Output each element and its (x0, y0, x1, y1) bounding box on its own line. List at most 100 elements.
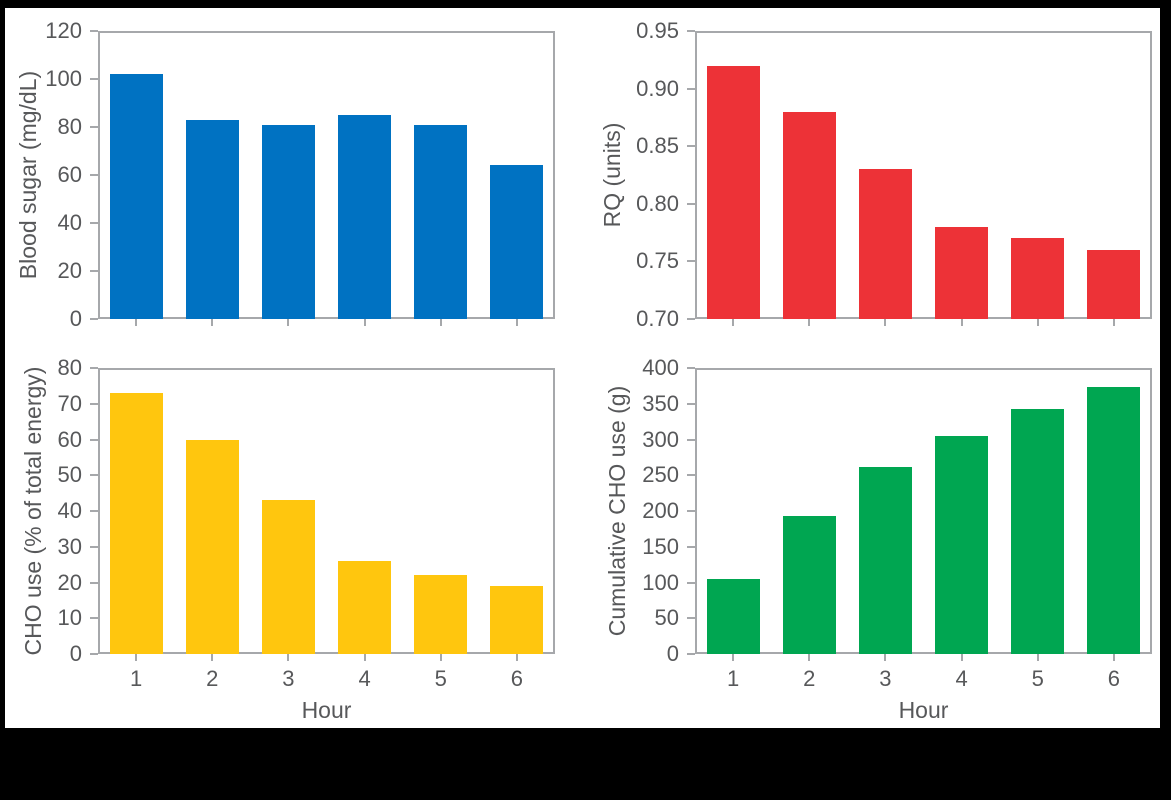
x-tick-mark (439, 654, 442, 661)
x-tick-mark (135, 654, 138, 661)
bar (1011, 238, 1065, 319)
bar (261, 124, 315, 319)
bar (1011, 408, 1065, 654)
y-tick-label: 80 (57, 355, 82, 380)
x-tick-mark (1112, 654, 1115, 661)
y-tick-label: 20 (57, 258, 82, 283)
y-tick-label: 250 (642, 462, 679, 488)
y-tick-label: 400 (642, 355, 679, 380)
x-tick-mark (287, 319, 290, 326)
bar (185, 439, 239, 654)
x-tick-mark (287, 654, 290, 661)
y-tick-mark (90, 222, 98, 224)
x-tick-label: 4 (358, 666, 371, 691)
x-tick-mark (1112, 319, 1115, 326)
y-tick-mark (687, 617, 695, 620)
x-tick-mark (211, 654, 214, 661)
y-tick-label: 100 (45, 66, 82, 91)
y-tick-label: 100 (642, 569, 679, 595)
x-tick-mark (808, 654, 811, 661)
y-tick-label: 60 (57, 162, 82, 187)
x-tick-mark (808, 319, 811, 326)
bar (109, 74, 163, 319)
y-tick-label: 300 (642, 426, 679, 452)
y-tick-mark (687, 474, 695, 477)
y-tick-mark (90, 653, 98, 655)
bar (782, 516, 836, 654)
y-tick-label: 40 (57, 210, 82, 235)
x-tick-label: 2 (803, 666, 816, 691)
bar (1087, 249, 1141, 319)
x-tick-mark (1036, 654, 1039, 661)
y-tick-label: 0.75 (636, 248, 679, 274)
y-tick-label: 0 (666, 641, 679, 666)
x-tick-mark (884, 654, 887, 661)
y-tick-label: 150 (642, 533, 679, 559)
bar (338, 561, 392, 654)
y-tick-label: 350 (642, 390, 679, 416)
bar (338, 115, 392, 319)
y-tick-label: 0.70 (636, 306, 679, 331)
y-tick-mark (687, 581, 695, 584)
chart-cho-use-percent: 0 10 20 30 40 50 60 70 80 1 2 3 4 5 6 Hour CHO use (% of… (5, 8, 1160, 728)
chart-blood-sugar: 0 20 40 60 80 100 120 Blood sugar (mg/dL) (5, 8, 1160, 728)
bar (706, 578, 760, 654)
x-tick-label: 5 (1031, 666, 1044, 691)
plot-box (695, 31, 1152, 319)
x-tick-mark (732, 654, 735, 661)
bar (490, 165, 544, 319)
y-tick-label: 60 (57, 426, 82, 452)
x-tick-label: 5 (434, 666, 447, 691)
x-tick-mark (960, 654, 963, 661)
y-tick-mark (687, 260, 695, 263)
x-tick-mark (363, 319, 366, 326)
x-tick-mark (960, 319, 963, 326)
x-tick-mark (515, 654, 518, 661)
y-tick-label: 0.90 (636, 75, 679, 101)
y-tick-mark (90, 126, 98, 128)
bar (858, 466, 912, 654)
y-tick-mark (90, 318, 98, 320)
bar (185, 119, 239, 319)
y-tick-label: 0.85 (636, 133, 679, 159)
y-tick-label: 80 (57, 114, 82, 139)
y-tick-mark (687, 318, 695, 320)
y-tick-label: 50 (654, 605, 679, 631)
x-tick-label: 4 (955, 666, 968, 691)
y-tick-mark (687, 30, 695, 32)
y-tick-label: 200 (642, 498, 679, 523)
y-axis-label: Cumulative CHO use (g) (604, 385, 630, 637)
y-tick-mark (687, 202, 695, 205)
x-tick-mark (515, 319, 518, 326)
chart-cumulative-cho: 0 50 100 150 200 250 300 350 400 1 2 3 4 5 6 Hour Cumula… (5, 8, 1160, 728)
y-tick-label: 120 (45, 18, 82, 43)
y-tick-mark (90, 402, 98, 405)
y-tick-mark (90, 270, 98, 272)
x-tick-label: 6 (1107, 666, 1121, 691)
y-tick-label: 0.95 (636, 18, 679, 43)
y-tick-label: 10 (57, 605, 82, 631)
y-tick-mark (90, 174, 98, 176)
bar (414, 124, 468, 319)
plot-box (98, 368, 555, 654)
y-tick-label: 40 (57, 498, 82, 523)
bar (490, 586, 544, 654)
y-tick-mark (687, 653, 695, 655)
plot-box (98, 31, 555, 319)
y-tick-mark (90, 438, 98, 441)
x-tick-label: 1 (129, 666, 143, 691)
y-tick-label: 70 (57, 390, 82, 416)
y-tick-mark (90, 78, 98, 80)
chart-rq: 0.70 0.75 0.80 0.85 0.90 0.95 RQ (units) (5, 8, 1160, 728)
y-tick-mark (90, 510, 98, 512)
x-tick-mark (135, 319, 138, 326)
x-tick-mark (363, 654, 366, 661)
x-tick-label: 3 (282, 666, 295, 691)
bar (414, 575, 468, 654)
y-tick-mark (90, 581, 98, 584)
y-tick-mark (687, 87, 695, 90)
y-tick-label: 50 (57, 462, 82, 488)
y-tick-label: 0 (69, 306, 82, 331)
y-tick-label: 30 (57, 533, 82, 559)
x-axis-label: Hour (301, 697, 352, 723)
